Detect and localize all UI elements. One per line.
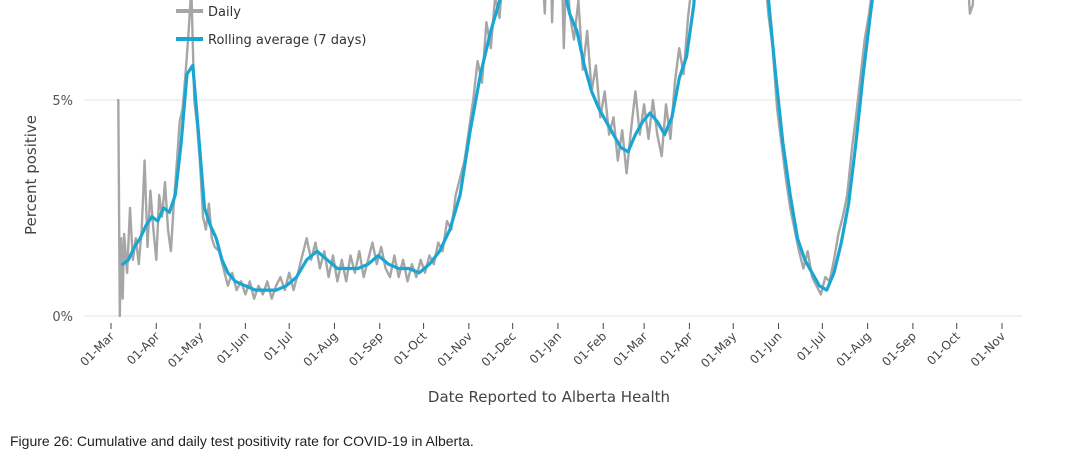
x-tick-label: 01-Mar bbox=[77, 329, 117, 369]
x-tick-label: 01-Nov bbox=[968, 329, 1008, 369]
x-tick-label: 01-Aug bbox=[300, 329, 340, 369]
x-tick-label: 01-Mar bbox=[610, 329, 650, 369]
y-tick-label: 5% bbox=[52, 94, 73, 109]
x-tick-label: 01-Jan bbox=[527, 329, 564, 366]
x-tick-label: 01-Jul bbox=[261, 329, 295, 363]
grid-lines bbox=[84, 99, 1022, 317]
series-line-daily bbox=[117, 0, 975, 318]
x-tick-label: 01-Aug bbox=[834, 329, 874, 369]
figure-caption: Figure 26: Cumulative and daily test pos… bbox=[10, 433, 474, 449]
x-tick-label: 01-Nov bbox=[435, 329, 475, 369]
x-tick-label: 01-Apr bbox=[124, 329, 162, 367]
x-tick-label: 01-Jun bbox=[747, 329, 784, 366]
x-tick-label: 01-Oct bbox=[924, 329, 963, 368]
legend: Daily Rolling average (7 days) bbox=[176, 5, 366, 48]
y-axis-ticks: 0%5%10% bbox=[52, 94, 73, 325]
y-tick-label: 0% bbox=[52, 310, 73, 325]
x-tick-label: 01-Dec bbox=[479, 329, 519, 369]
x-tick-label: 01-Oct bbox=[391, 329, 430, 368]
series-line-rolling-average bbox=[121, 0, 874, 292]
x-tick-label: 01-Apr bbox=[657, 329, 695, 367]
series-lines bbox=[117, 0, 975, 318]
x-axis: 01-Mar 01-Apr 01-May 01-Jun 01-Jul 01-Aug 01-S… bbox=[77, 323, 1008, 371]
legend-label-rolling: Rolling average (7 days) bbox=[208, 33, 366, 48]
legend-label-daily: Daily bbox=[208, 5, 241, 20]
x-tick-label: 01-Sep bbox=[879, 329, 919, 369]
x-tick-label: 01-May bbox=[698, 329, 739, 370]
x-tick-label: 01-Jul bbox=[794, 329, 828, 363]
x-tick-label: 01-May bbox=[165, 329, 206, 370]
y-axis-label: Percent positive bbox=[22, 115, 40, 235]
x-tick-label: 01-Jun bbox=[214, 329, 251, 366]
x-tick-label: 01-Sep bbox=[346, 329, 386, 369]
x-axis-label: Date Reported to Alberta Health bbox=[428, 388, 670, 406]
x-tick-label: 01-Feb bbox=[571, 329, 610, 368]
